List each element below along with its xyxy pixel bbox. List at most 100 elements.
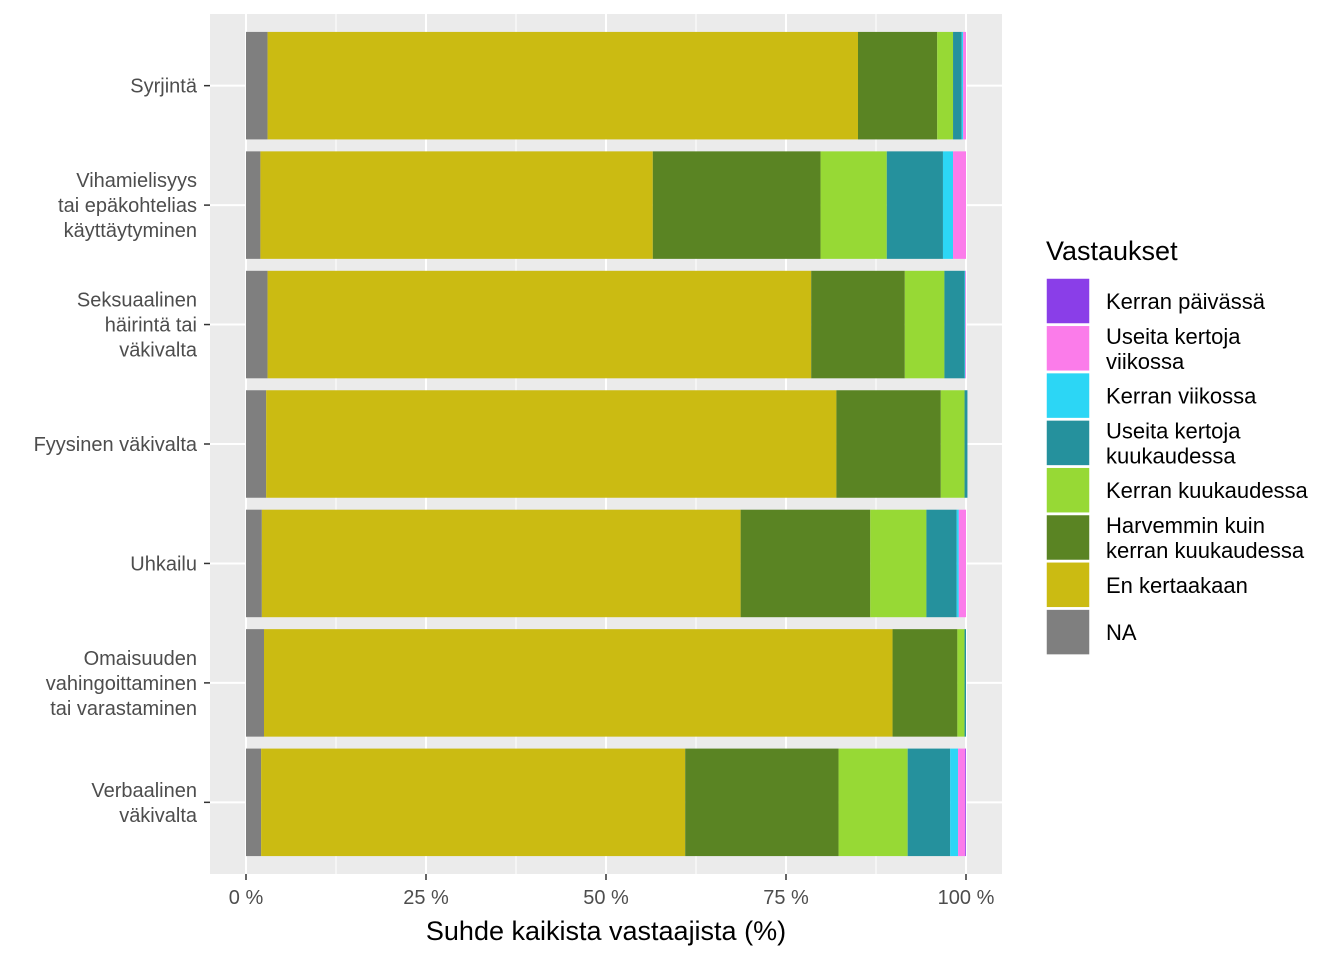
legend-key	[1045, 419, 1091, 467]
y-tick-label: Uhkailu	[130, 553, 197, 575]
bar-segment	[264, 629, 893, 737]
legend-label-line: NA	[1106, 620, 1137, 645]
legend-label-line: Kerran päivässä	[1106, 289, 1266, 314]
bars	[246, 31, 968, 857]
legend-label: Kerran kuukaudessa	[1106, 478, 1309, 503]
bar-segment	[685, 748, 839, 857]
x-axis-title: Suhde kaikista vastaajista (%)	[426, 916, 786, 946]
bar-segment	[926, 509, 957, 618]
legend-key	[1045, 513, 1091, 562]
bar-segment	[838, 748, 908, 857]
bar-segment	[886, 151, 943, 259]
bar-segment	[246, 270, 268, 379]
bar-segment	[836, 390, 941, 498]
bar-segment	[964, 629, 966, 737]
bar-segment	[953, 151, 966, 259]
legend-label-line: Kerran kuukaudessa	[1106, 478, 1309, 503]
legend-label-line: kerran kuukaudessa	[1106, 538, 1305, 563]
bar-segment	[961, 31, 964, 140]
legend-key	[1045, 324, 1091, 373]
x-tick-label: 25 %	[403, 887, 449, 909]
bar-segment	[958, 748, 966, 857]
legend-label-line: Kerran viikossa	[1106, 384, 1257, 409]
bar-segment	[963, 31, 966, 140]
bar-segment	[858, 31, 938, 140]
bar-segment	[246, 151, 261, 259]
legend-label: Kerran päivässä	[1106, 289, 1266, 314]
bar-segment	[246, 390, 267, 498]
bar-segment	[266, 390, 837, 498]
bar-segment	[957, 629, 965, 737]
legend-key	[1045, 561, 1091, 609]
legend-label: En kertaakaan	[1106, 573, 1248, 598]
x-tick-label: 100 %	[938, 887, 995, 909]
bar-segment	[870, 509, 927, 618]
x-tick-label: 0 %	[229, 887, 264, 909]
bar-segment	[260, 151, 653, 259]
bar-segment	[907, 748, 951, 857]
bar-segment	[811, 270, 905, 379]
bar-segment	[246, 748, 262, 857]
bar-segment	[892, 629, 958, 737]
legend-label-line: viikossa	[1106, 349, 1185, 374]
y-tick-label-line: tai epäkohtelias	[58, 195, 197, 217]
bar-segment	[652, 151, 821, 259]
legend-key	[1045, 371, 1091, 420]
bar-segment	[246, 31, 268, 140]
bar-segment	[820, 151, 887, 259]
bar-segment	[956, 509, 959, 618]
x-tick-label: 75 %	[763, 887, 809, 909]
bar-segment	[740, 509, 871, 618]
legend-key	[1045, 277, 1091, 325]
y-tick-label-line: häirintä tai	[105, 315, 197, 337]
x-tick-label: 50 %	[583, 887, 629, 909]
legend-label-line: kuukaudessa	[1106, 443, 1236, 468]
bar-segment	[261, 509, 741, 618]
legend-label: Useita kertoja kuukaudessa	[1106, 418, 1241, 468]
legend-label: Useita kertoja viikossa	[1106, 324, 1241, 374]
y-tick-label-line: Seksuaalinen	[77, 290, 197, 312]
bar-segment	[904, 270, 945, 379]
y-tick-label-line: Fyysinen väkivalta	[34, 434, 198, 456]
y-tick-label-line: Uhkailu	[130, 553, 197, 575]
y-tick-label-line: tai varastaminen	[50, 698, 197, 720]
bar-segment	[965, 748, 966, 857]
bar-segment	[964, 270, 966, 379]
legend-label: Harvemmin kuin kerran kuukaudessa	[1106, 513, 1305, 563]
legend-label-line: Useita kertoja	[1106, 324, 1241, 349]
bar-segment	[267, 270, 812, 379]
y-tick-label-line: väkivalta	[119, 805, 198, 827]
y-tick-label-line: Omaisuuden	[84, 648, 197, 670]
y-axis: Syrjintä Vihamielisyys tai epäkohtelias käy…	[34, 76, 210, 827]
bar-segment	[937, 31, 954, 140]
legend-key	[1045, 608, 1091, 656]
y-tick-label: Fyysinen väkivalta	[34, 434, 198, 456]
y-tick-label: Syrjintä	[130, 76, 198, 98]
y-tick-label-line: Vihamielisyys	[76, 170, 197, 192]
y-tick-label: Vihamielisyys tai epäkohtelias käyttäytymi…	[58, 170, 197, 242]
bar-segment	[267, 31, 859, 140]
bar-segment	[953, 31, 962, 140]
legend-label-line: Harvemmin kuin	[1106, 513, 1265, 538]
bar-segment	[964, 390, 968, 498]
bar-segment	[942, 151, 954, 259]
legend-key	[1045, 466, 1091, 514]
bar-segment	[965, 270, 966, 379]
y-tick-label-line: Syrjintä	[130, 76, 198, 98]
y-tick-label-line: käyttäytyminen	[64, 220, 197, 242]
bar-segment	[261, 748, 686, 857]
y-tick-label-line: väkivalta	[119, 340, 198, 362]
legend-label-line: Useita kertoja	[1106, 418, 1241, 443]
bar-segment	[958, 509, 966, 618]
legend-label-line: En kertaakaan	[1106, 573, 1248, 598]
y-tick-label-line: vahingoittaminen	[46, 673, 197, 695]
legend: Vastaukset Kerran päivässä Useita kertoja…	[1045, 236, 1309, 656]
bar-segment	[950, 748, 959, 857]
bar-segment	[944, 270, 965, 379]
legend-label: Kerran viikossa	[1106, 384, 1257, 409]
bar-segment	[246, 509, 262, 618]
y-tick-label: Omaisuuden vahingoittaminen tai varastamin…	[46, 648, 197, 720]
legend-label: NA	[1106, 620, 1137, 645]
bar-segment	[940, 390, 965, 498]
